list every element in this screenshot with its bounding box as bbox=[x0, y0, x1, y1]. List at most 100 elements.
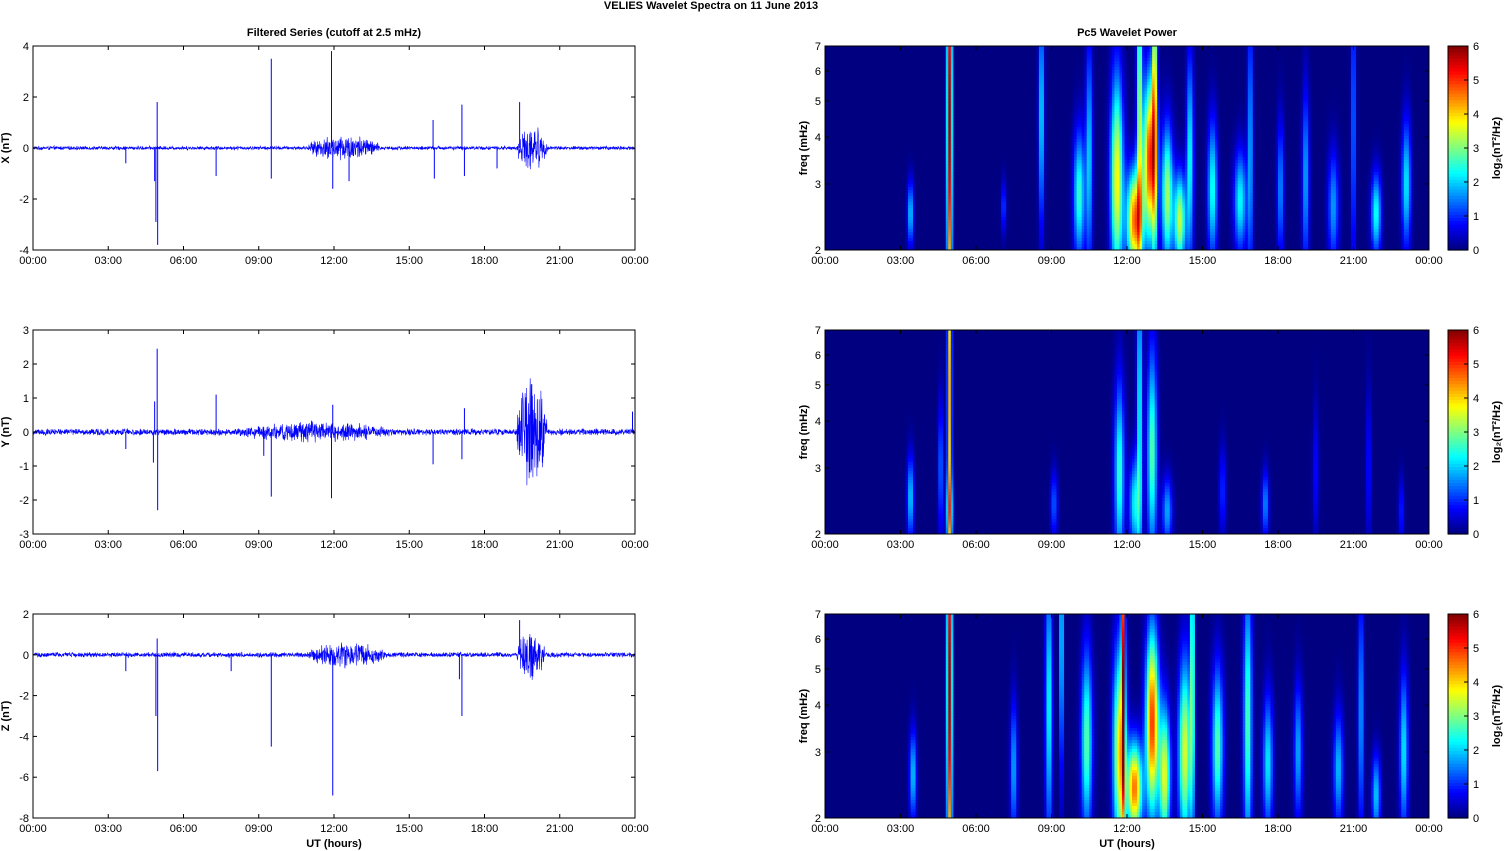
heatmap-cell bbox=[928, 169, 932, 173]
heatmap-cell bbox=[983, 244, 987, 248]
heatmap-cell bbox=[890, 232, 894, 236]
heatmap-cell bbox=[903, 232, 907, 236]
heatmap-cell bbox=[867, 73, 871, 77]
heatmap-cell bbox=[958, 82, 962, 86]
heatmap-cell bbox=[867, 178, 871, 182]
heatmap-cell bbox=[998, 247, 1002, 250]
heatmap-cell bbox=[857, 76, 861, 80]
heatmap-cell bbox=[940, 133, 944, 137]
heatmap-cell bbox=[842, 196, 846, 200]
heatmap-cell bbox=[887, 55, 892, 59]
heatmap-cell bbox=[950, 145, 954, 149]
heatmap-cell bbox=[870, 85, 874, 89]
heatmap-cell bbox=[887, 46, 892, 50]
heatmap-cell bbox=[862, 214, 866, 218]
heatmap-cell bbox=[842, 79, 846, 83]
heatmap-cell bbox=[890, 211, 894, 215]
heatmap-cell bbox=[945, 244, 949, 248]
heatmap-cell bbox=[965, 85, 970, 89]
heatmap-cell bbox=[930, 178, 934, 182]
heatmap-cell bbox=[993, 151, 997, 155]
heatmap-cell bbox=[991, 247, 995, 250]
heatmap-cell bbox=[996, 118, 1000, 122]
heatmap-cell bbox=[983, 94, 987, 98]
heatmap-cell bbox=[913, 82, 917, 86]
heatmap-cell bbox=[900, 172, 904, 176]
heatmap-cell bbox=[953, 184, 957, 188]
heatmap-cell bbox=[852, 145, 856, 149]
heatmap-cell bbox=[885, 217, 889, 221]
heatmap-cell bbox=[885, 97, 889, 101]
heatmap-cell bbox=[948, 124, 952, 128]
heatmap-cell bbox=[845, 211, 849, 215]
heatmap-cell bbox=[882, 172, 886, 176]
heatmap-cell bbox=[991, 166, 995, 170]
heatmap-cell bbox=[998, 175, 1002, 179]
heatmap-cell bbox=[925, 82, 929, 86]
heatmap-cell bbox=[905, 76, 909, 80]
heatmap-cell bbox=[875, 232, 879, 236]
heatmap-cell bbox=[870, 112, 874, 116]
heatmap-cell bbox=[915, 214, 919, 218]
heatmap-cell bbox=[965, 97, 970, 101]
heatmap-cell bbox=[908, 190, 912, 194]
heatmap-cell bbox=[860, 136, 864, 140]
heatmap-cell bbox=[988, 226, 992, 230]
heatmap-cell bbox=[875, 172, 879, 176]
heatmap-cell bbox=[842, 175, 846, 179]
heatmap-cell bbox=[892, 193, 897, 197]
heatmap-cell bbox=[892, 82, 897, 86]
heatmap-cell bbox=[852, 184, 856, 188]
heatmap-cell bbox=[950, 100, 954, 104]
heatmap-cell bbox=[860, 109, 864, 113]
heatmap-cell bbox=[887, 217, 892, 221]
heatmap-cell bbox=[840, 55, 844, 59]
heatmap-cell bbox=[948, 67, 952, 71]
heatmap-cell bbox=[877, 199, 881, 203]
heatmap-cell bbox=[837, 163, 841, 167]
heatmap-cell bbox=[832, 142, 836, 146]
heatmap-cell bbox=[885, 172, 889, 176]
heatmap-cell bbox=[986, 178, 990, 182]
heatmap-cell bbox=[845, 100, 849, 104]
heatmap-cell bbox=[928, 238, 932, 242]
heatmap-cell bbox=[885, 223, 889, 227]
heatmap-cell bbox=[938, 94, 942, 98]
heatmap-cell bbox=[882, 49, 886, 53]
heatmap-cell bbox=[976, 172, 980, 176]
heatmap-cell bbox=[970, 211, 975, 215]
heatmap-cell bbox=[852, 88, 856, 92]
heatmap-cell bbox=[825, 160, 829, 164]
heatmap-cell bbox=[998, 187, 1002, 191]
heatmap-cell bbox=[943, 214, 947, 218]
heatmap-cell bbox=[825, 64, 829, 68]
heatmap-cell bbox=[978, 103, 982, 107]
heatmap-cell bbox=[855, 172, 859, 176]
heatmap-cell bbox=[943, 163, 947, 167]
heatmap-cell bbox=[950, 58, 954, 62]
heatmap-cell bbox=[860, 85, 864, 89]
heatmap-cell bbox=[963, 109, 967, 113]
heatmap-cell bbox=[835, 127, 839, 131]
heatmap-cell bbox=[981, 160, 985, 164]
heatmap-cell bbox=[877, 184, 881, 188]
heatmap-cell bbox=[938, 163, 942, 167]
heatmap-cell bbox=[830, 169, 834, 173]
heatmap-cell bbox=[948, 160, 952, 164]
heatmap-cell bbox=[830, 166, 834, 170]
heatmap-cell bbox=[940, 91, 944, 95]
heatmap-cell bbox=[950, 139, 954, 143]
heatmap-cell bbox=[998, 202, 1002, 206]
heatmap-cell bbox=[968, 160, 972, 164]
heatmap-cell bbox=[953, 130, 957, 134]
heatmap-cell bbox=[960, 181, 965, 185]
heatmap-cell bbox=[920, 244, 924, 248]
heatmap-cell bbox=[900, 169, 904, 173]
heatmap-cell bbox=[988, 127, 992, 131]
heatmap-cell bbox=[913, 127, 917, 131]
heatmap-cell bbox=[910, 46, 914, 50]
heatmap-cell bbox=[845, 226, 849, 230]
heatmap-cell bbox=[983, 148, 987, 152]
heatmap-cell bbox=[960, 142, 965, 146]
heatmap-cell bbox=[960, 94, 965, 98]
